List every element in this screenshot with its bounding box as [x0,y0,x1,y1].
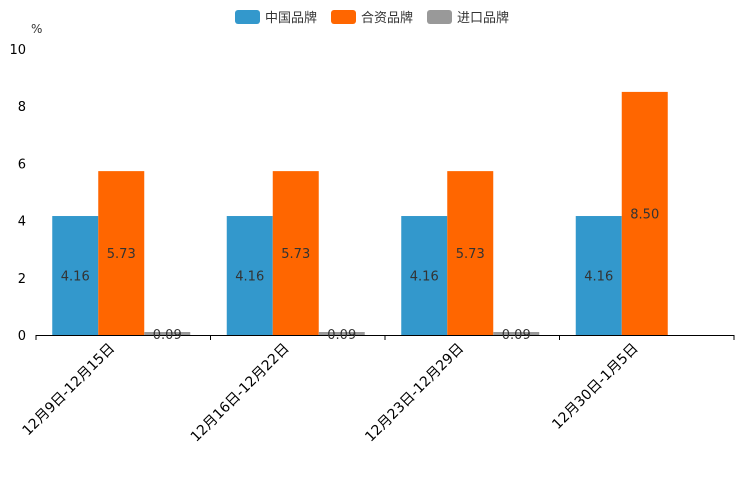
y-tick-label: 4 [18,215,26,230]
data-label: 4.16 [235,270,264,285]
bar[interactable] [98,171,145,335]
data-label: 4.16 [410,270,439,285]
data-label: 5.73 [281,247,310,262]
x-tick-label: 12月16日-12月22日 [188,341,293,446]
y-tick-label: 2 [18,272,26,287]
bar[interactable] [144,332,191,335]
legend-swatch-china-brand [234,9,260,24]
data-label: 5.73 [107,247,136,262]
y-tick-label: 6 [18,157,26,172]
legend-swatch-joint-venture-brand [330,9,356,24]
bar[interactable] [575,216,622,335]
bar[interactable] [447,171,494,335]
legend-label-import-brand: 进口品牌 [457,11,510,26]
x-tick-label: 12月23日-12月29日 [362,341,467,446]
data-label: 8.50 [630,207,659,222]
y-tick-label: 10 [9,43,26,58]
x-tick-label: 12月9日-12月15日 [20,341,119,440]
x-tick-label: 12月30日-1月5日 [549,341,641,433]
data-label: 0.09 [327,328,356,343]
bar[interactable] [318,332,365,335]
legend-label-china-brand: 中国品牌 [264,11,317,26]
data-label: 0.09 [153,328,182,343]
bar[interactable] [493,332,540,335]
bar[interactable] [621,91,668,336]
bar[interactable] [401,216,448,335]
data-label: 4.16 [61,270,90,285]
data-label: 0.09 [502,328,531,343]
y-tick-label: 0 [18,329,26,344]
y-tick-label: 8 [18,100,26,115]
legend-label-joint-venture-brand: 合资品牌 [360,11,413,26]
legend-item-joint-venture-brand[interactable]: 合资品牌 [330,7,413,26]
bar[interactable] [52,216,99,335]
chart-legend: 中国品牌 合资品牌 进口品牌 [0,7,744,26]
legend-item-china-brand[interactable]: 中国品牌 [234,7,317,26]
legend-item-import-brand[interactable]: 进口品牌 [427,7,509,26]
legend-swatch-import-brand [427,9,452,24]
data-label: 5.73 [456,247,485,262]
data-label: 4.16 [584,270,613,285]
bar[interactable] [272,171,319,335]
bar[interactable] [226,216,273,335]
y-axis-unit-label: % [31,22,43,36]
